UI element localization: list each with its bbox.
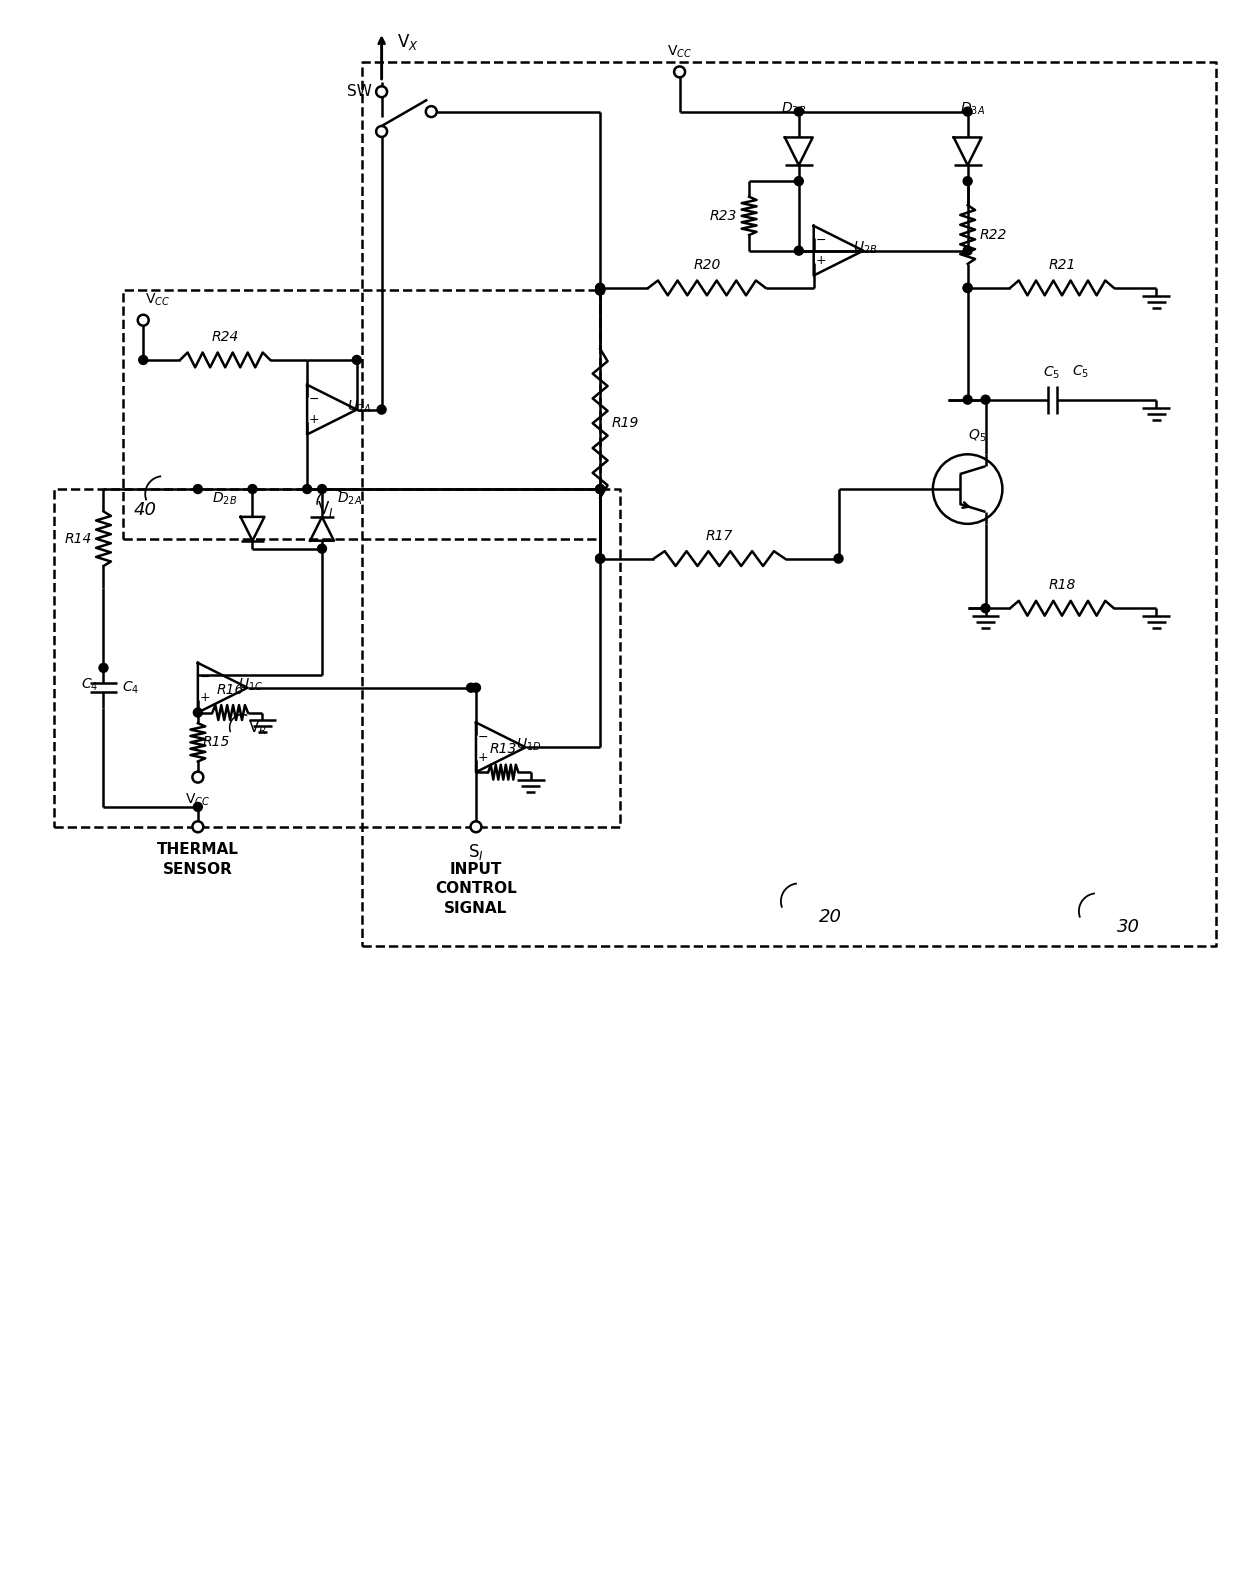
Circle shape <box>963 176 972 186</box>
Circle shape <box>471 684 480 692</box>
Circle shape <box>317 484 326 494</box>
Text: +: + <box>200 692 210 705</box>
Circle shape <box>138 314 149 325</box>
Text: R17: R17 <box>706 528 733 543</box>
Circle shape <box>981 395 990 405</box>
Circle shape <box>981 603 990 613</box>
Circle shape <box>376 86 387 97</box>
Text: S$_I$: S$_I$ <box>467 841 484 862</box>
Text: R18: R18 <box>1048 578 1075 592</box>
Circle shape <box>595 286 605 295</box>
Text: D$_{3A}$: D$_{3A}$ <box>960 100 985 116</box>
Text: R23: R23 <box>709 209 738 222</box>
Text: 20: 20 <box>818 908 842 927</box>
Circle shape <box>193 484 202 494</box>
Circle shape <box>352 355 361 365</box>
Circle shape <box>595 554 605 563</box>
Text: −: − <box>309 394 320 406</box>
Text: C$_5$: C$_5$ <box>1043 365 1060 381</box>
Text: U$_{2B}$: U$_{2B}$ <box>853 240 878 256</box>
Text: R19: R19 <box>613 416 640 430</box>
Circle shape <box>193 708 202 717</box>
Text: R22: R22 <box>980 227 1007 241</box>
Circle shape <box>595 554 605 563</box>
Text: D$_{2A}$: D$_{2A}$ <box>337 490 362 506</box>
Text: U$_{1D}$: U$_{1D}$ <box>516 736 541 752</box>
Text: CONTROL: CONTROL <box>435 881 517 897</box>
Text: R21: R21 <box>1048 259 1075 271</box>
Circle shape <box>376 125 387 136</box>
Circle shape <box>99 663 108 673</box>
Text: −: − <box>477 732 489 744</box>
Circle shape <box>595 284 605 292</box>
Text: −: − <box>200 671 210 684</box>
Circle shape <box>303 484 311 494</box>
Text: INPUT: INPUT <box>450 862 502 876</box>
Text: THERMAL: THERMAL <box>157 841 239 857</box>
Text: R15: R15 <box>203 735 231 749</box>
Circle shape <box>317 544 326 554</box>
Circle shape <box>248 484 257 494</box>
Circle shape <box>595 286 605 295</box>
Text: V$_I$: V$_I$ <box>317 498 334 519</box>
Text: R13: R13 <box>490 743 517 757</box>
Circle shape <box>595 286 605 295</box>
Text: +: + <box>309 413 320 425</box>
Text: V$_{CC}$: V$_{CC}$ <box>185 792 211 808</box>
Circle shape <box>192 771 203 782</box>
Text: SENSOR: SENSOR <box>162 862 233 876</box>
Circle shape <box>795 108 804 116</box>
Circle shape <box>963 284 972 292</box>
Text: V$_R$: V$_R$ <box>248 717 267 736</box>
Circle shape <box>795 176 804 186</box>
Circle shape <box>675 67 684 78</box>
Text: V$_{CC}$: V$_{CC}$ <box>667 43 692 60</box>
Text: +: + <box>816 254 826 267</box>
Circle shape <box>963 108 972 116</box>
Text: C$_5$: C$_5$ <box>1071 363 1089 379</box>
Circle shape <box>835 554 843 563</box>
Circle shape <box>425 106 436 117</box>
Text: V$_X$: V$_X$ <box>397 32 418 52</box>
Circle shape <box>595 554 605 563</box>
Text: SW: SW <box>347 84 372 100</box>
Text: R20: R20 <box>693 259 720 271</box>
Circle shape <box>192 822 203 832</box>
Text: +: + <box>477 751 489 763</box>
Circle shape <box>377 405 386 414</box>
Text: U$_{2A}$: U$_{2A}$ <box>347 398 371 414</box>
Circle shape <box>795 246 804 256</box>
Text: R14: R14 <box>64 532 92 546</box>
Text: 30: 30 <box>1117 917 1140 936</box>
Circle shape <box>466 684 475 692</box>
Circle shape <box>963 395 972 405</box>
Text: C$_4$: C$_4$ <box>81 676 98 694</box>
Text: 40: 40 <box>133 501 156 519</box>
Text: −: − <box>816 235 826 248</box>
Circle shape <box>963 284 972 292</box>
Text: C$_4$: C$_4$ <box>123 679 140 697</box>
Circle shape <box>595 484 605 494</box>
Text: Q$_5$: Q$_5$ <box>968 428 987 444</box>
Text: R24: R24 <box>212 330 239 344</box>
Text: R16: R16 <box>217 682 244 697</box>
Circle shape <box>595 284 605 292</box>
Text: D$_{2B}$: D$_{2B}$ <box>212 490 238 506</box>
Text: U$_{1C}$: U$_{1C}$ <box>238 676 263 694</box>
Circle shape <box>139 355 148 365</box>
Circle shape <box>470 822 481 832</box>
Text: V$_{CC}$: V$_{CC}$ <box>145 292 170 308</box>
Circle shape <box>595 484 605 494</box>
Text: D$_{3B}$: D$_{3B}$ <box>781 100 806 116</box>
Text: SIGNAL: SIGNAL <box>444 901 507 916</box>
Circle shape <box>193 803 202 811</box>
Circle shape <box>963 246 972 256</box>
